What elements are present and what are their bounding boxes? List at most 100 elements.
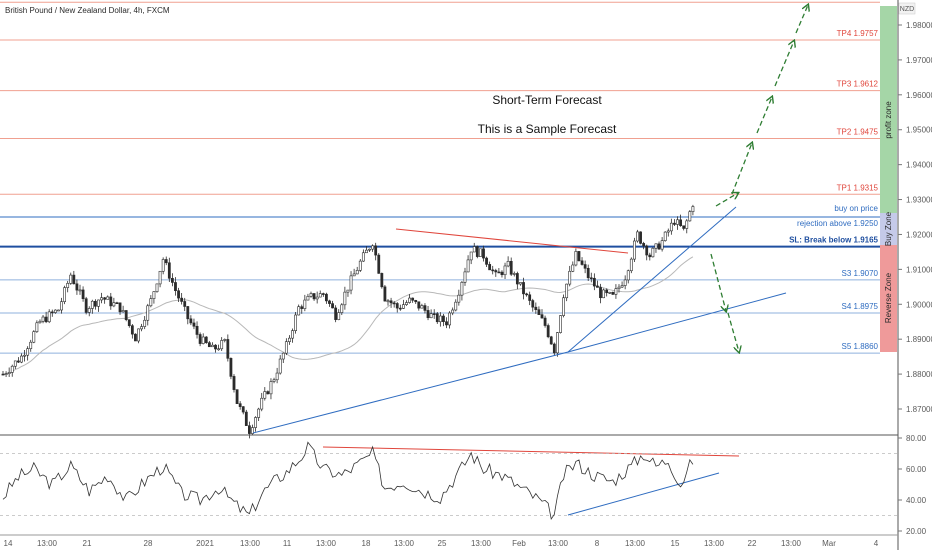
candle-down xyxy=(436,314,438,322)
candle-down xyxy=(51,312,53,313)
candle-up xyxy=(461,282,463,295)
symbol-title: British Pound / New Zealand Dollar, 4h, … xyxy=(5,6,170,15)
candle-up xyxy=(36,323,38,332)
profit-zone-label: profit zone xyxy=(884,101,893,139)
time-tick-label: 18 xyxy=(362,539,371,548)
candle-down xyxy=(529,295,531,301)
candle-down xyxy=(205,337,207,343)
price-tick-label: 1.96000 xyxy=(906,91,932,100)
candle-up xyxy=(402,305,404,309)
candle-down xyxy=(381,273,383,286)
candle-down xyxy=(76,284,78,290)
candle-up xyxy=(667,231,669,232)
currency-badge-label: NZD xyxy=(900,6,914,13)
candle-up xyxy=(479,249,481,257)
candle-up xyxy=(30,342,32,348)
candle-up xyxy=(338,313,340,320)
candle-down xyxy=(116,303,118,304)
candle-up xyxy=(359,261,361,270)
candle-up xyxy=(356,270,358,274)
candle-down xyxy=(313,293,315,298)
candle-down xyxy=(683,226,685,229)
candle-up xyxy=(507,261,509,266)
time-tick-label: 13:00 xyxy=(625,539,646,548)
candle-down xyxy=(110,297,112,306)
time-tick-label: 11 xyxy=(283,539,292,548)
price-tick-label: 1.88000 xyxy=(906,370,932,379)
candle-up xyxy=(20,356,22,362)
candle-down xyxy=(673,223,675,224)
price-tick-label: 1.94000 xyxy=(906,161,932,170)
candle-up xyxy=(603,290,605,298)
time-tick-label: 13:00 xyxy=(704,539,725,548)
candle-up xyxy=(615,289,617,295)
candle-up xyxy=(156,284,158,292)
candle-up xyxy=(261,398,263,409)
time-tick-label: 13:00 xyxy=(394,539,415,548)
candle-down xyxy=(550,337,552,344)
candle-down xyxy=(489,264,491,269)
forecast-subtitle: This is a Sample Forecast xyxy=(478,122,617,136)
candle-down xyxy=(181,298,183,301)
candle-up xyxy=(48,312,50,322)
candle-down xyxy=(544,318,546,325)
level-label-support: S5 1.8860 xyxy=(842,342,879,351)
candle-up xyxy=(365,250,367,253)
candle-down xyxy=(328,301,330,304)
candle-up xyxy=(316,297,318,299)
time-tick-label: 13:00 xyxy=(37,539,58,548)
candle-up xyxy=(141,327,143,329)
level-label-tp: TP3 1.9612 xyxy=(837,80,879,89)
candle-up xyxy=(368,249,370,250)
candle-up xyxy=(467,260,469,272)
time-tick-label: 13:00 xyxy=(471,539,492,548)
candle-down xyxy=(242,407,244,412)
candle-down xyxy=(171,278,173,282)
candle-down xyxy=(125,310,127,319)
candle-up xyxy=(319,294,321,297)
time-tick-label: 25 xyxy=(438,539,447,548)
candle-down xyxy=(187,306,189,318)
candle-down xyxy=(639,232,641,243)
candle-up xyxy=(421,306,423,309)
candle-down xyxy=(193,323,195,326)
candle-up xyxy=(513,273,515,274)
zones-layer: profit zone Buy Zone Reverse Zone xyxy=(880,6,897,352)
candle-down xyxy=(590,278,592,279)
candle-down xyxy=(335,308,337,320)
candle-down xyxy=(606,290,608,293)
candle-up xyxy=(470,252,472,260)
candle-up xyxy=(153,292,155,299)
candle-up xyxy=(79,290,81,291)
candle-up xyxy=(344,292,346,305)
candle-up xyxy=(122,310,124,311)
candle-up xyxy=(452,310,454,313)
candle-up xyxy=(621,286,623,288)
candle-down xyxy=(526,294,528,295)
price-tick-label: 1.95000 xyxy=(906,126,932,135)
candle-up xyxy=(686,221,688,229)
candle-down xyxy=(2,374,4,375)
candle-down xyxy=(510,261,512,274)
candle-up xyxy=(307,296,309,300)
candle-down xyxy=(390,301,392,303)
candle-down xyxy=(498,272,500,273)
level-label-tp: TP2 1.9475 xyxy=(837,127,879,136)
candle-up xyxy=(624,280,626,286)
candle-up xyxy=(113,303,115,306)
rsi-tick-label: 60.00 xyxy=(906,465,927,474)
candle-down xyxy=(412,298,414,300)
candle-up xyxy=(655,244,657,248)
candle-up xyxy=(504,266,506,275)
candle-up xyxy=(282,353,284,359)
candle-up xyxy=(661,241,663,249)
candle-up xyxy=(39,321,41,323)
price-tick-label: 1.87000 xyxy=(906,405,932,414)
time-tick-label: 22 xyxy=(748,539,757,548)
forecast-title: Short-Term Forecast xyxy=(492,93,602,107)
level-label-entry: buy on price xyxy=(834,204,878,213)
candle-down xyxy=(445,322,447,325)
candle-up xyxy=(519,282,521,284)
